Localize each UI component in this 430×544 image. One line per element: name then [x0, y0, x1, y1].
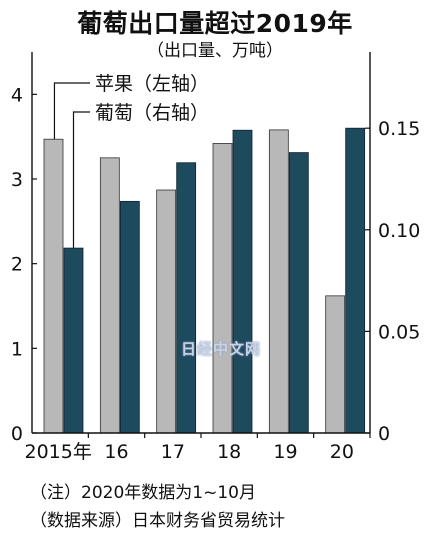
chart-title: 葡萄出口量超过2019年: [77, 9, 353, 38]
x-tick-label: 20: [330, 441, 354, 463]
bar-apple: [99, 157, 120, 434]
right-tick-label: 0.05: [378, 321, 420, 343]
bar-apple: [325, 295, 346, 434]
legend-grape-label: 葡萄（右轴）: [95, 102, 209, 124]
left-tick-label: 3: [11, 169, 23, 191]
bar-grape: [288, 152, 309, 434]
left-tick-label: 4: [11, 84, 23, 106]
bar-apple: [43, 138, 64, 434]
x-tick-label: 18: [217, 441, 241, 463]
x-tick-label: 19: [273, 441, 297, 463]
bar-grape: [176, 162, 197, 434]
bar-grape: [232, 129, 253, 434]
data-source-note: （数据来源）日本财务省贸易统计: [30, 511, 285, 531]
right-tick-label: 0.15: [378, 118, 420, 140]
bar-grape: [119, 200, 140, 434]
bar-apple: [156, 189, 177, 434]
right-tick-label: 0: [378, 423, 390, 445]
watermark-logo: 日经中文网: [181, 340, 262, 358]
footnote: （注）2020年数据为1~10月: [30, 483, 256, 503]
bar-grape: [63, 247, 84, 434]
right-tick-label: 0.10: [378, 220, 420, 242]
left-tick-label: 1: [11, 338, 23, 360]
chart-subtitle: （出口量、万吨）: [147, 41, 283, 61]
x-tick-label: 2015年: [24, 441, 91, 463]
bar-apple: [268, 129, 289, 434]
legend-leader-apple: [53, 82, 90, 140]
x-tick-label: 16: [104, 441, 128, 463]
left-tick-label: 0: [11, 423, 23, 445]
left-tick-label: 2: [11, 254, 23, 276]
bar-apple: [212, 143, 233, 434]
x-tick-label: 17: [161, 441, 185, 463]
legend-apple-label: 苹果（左轴）: [95, 73, 209, 95]
bar-grape: [345, 127, 366, 434]
legend-leader-grape: [72, 111, 90, 249]
